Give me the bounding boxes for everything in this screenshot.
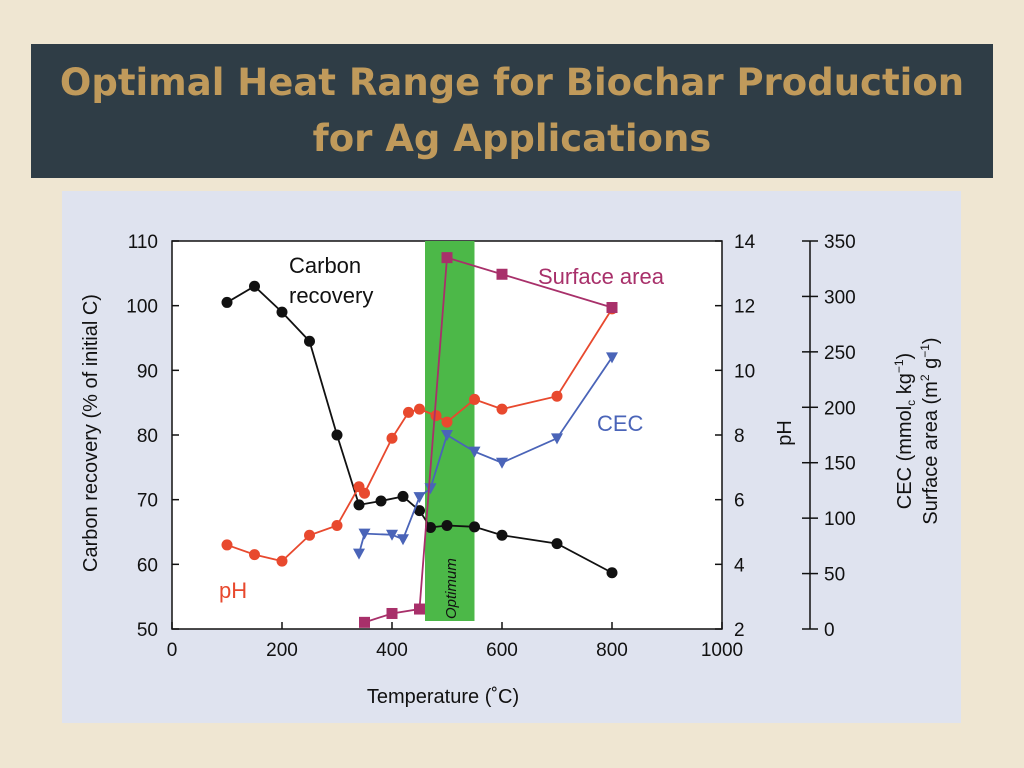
carbon-recovery-point: [249, 280, 260, 292]
carbon-recovery-point: [331, 429, 343, 441]
ph-point: [441, 416, 453, 428]
x-tick-label: 200: [266, 640, 298, 661]
carbon-recovery-point: [304, 335, 315, 347]
ph-point: [276, 555, 288, 567]
ph-point: [551, 390, 563, 402]
y-right2-tick-label: 300: [824, 287, 856, 308]
slide-title-bar: Optimal Heat Range for Biochar Productio…: [31, 44, 993, 178]
ph-point: [414, 403, 425, 415]
surface-area-point: [359, 616, 370, 628]
surface-area-point: [441, 252, 453, 264]
cec-point: [397, 534, 409, 546]
y-left-tick-label: 90: [137, 361, 158, 382]
cec-point: [386, 529, 398, 541]
y-right2-tick-label: 250: [824, 343, 856, 364]
y-right2-axis-title-line2: Surface area (m2 g−1): [918, 337, 942, 524]
ph-point: [221, 539, 233, 551]
labels-layer: Carbon recovery Surface area CEC pH Opti…: [80, 253, 942, 708]
y-right1-tick-label: 6: [734, 491, 745, 512]
y-right2-tick-label: 0: [824, 620, 835, 641]
biochar-chart: 0 200 400 600 800 100050607080901001102468101…: [80, 232, 942, 708]
ph-point: [331, 520, 343, 532]
y-right1-axis-title: pH: [774, 420, 796, 446]
cec-point: [468, 446, 481, 458]
y-left-tick-label: 50: [137, 620, 158, 641]
x-tick-label: 1000: [701, 640, 743, 661]
cec-point: [353, 548, 365, 560]
y-right2-tick-label: 150: [824, 454, 856, 475]
ph-point: [386, 432, 398, 444]
series-line-ph: [226, 308, 613, 563]
carbon-recovery-point: [353, 499, 365, 511]
series-label-surface-area: Surface area: [538, 264, 665, 289]
y-right1-tick-label: 8: [734, 426, 745, 447]
y-right1-tick-label: 12: [734, 297, 755, 318]
y-right1-tick-label: 14: [734, 232, 756, 253]
x-tick-label: 0: [167, 640, 178, 661]
series-layer: [221, 252, 618, 628]
carbon-recovery-point: [441, 520, 453, 532]
cec-point: [413, 492, 426, 504]
ph-point: [469, 393, 480, 405]
y-right1-tick-label: 10: [734, 361, 755, 382]
y-right2-tick-label: 100: [824, 509, 856, 530]
surface-area-point: [414, 603, 425, 615]
y-right1-tick-label: 2: [734, 620, 745, 641]
optimum-label: Optimum: [443, 558, 460, 619]
cec-point: [606, 352, 618, 364]
y-right2-tick-label: 50: [824, 565, 845, 586]
cec-point: [551, 433, 563, 445]
carbon-recovery-point: [425, 521, 436, 533]
carbon-recovery-point: [496, 529, 508, 541]
carbon-recovery-point: [221, 296, 233, 308]
ph-point: [403, 406, 414, 418]
carbon-recovery-point: [606, 567, 618, 579]
x-tick-label: 400: [376, 640, 408, 661]
cec-point: [358, 528, 371, 540]
series-label-ph: pH: [219, 578, 247, 603]
y-right2-tick-label: 350: [824, 232, 856, 253]
cec-point: [496, 457, 508, 469]
slide-title-line-1: Optimal Heat Range for Biochar Productio…: [59, 61, 965, 104]
y-right2-tick-label: 200: [824, 398, 856, 419]
y-left-tick-label: 70: [137, 491, 158, 512]
cec-point: [441, 430, 453, 441]
series-label-cec: CEC: [597, 411, 644, 436]
y-left-axis-title: Carbon recovery (% of initial C): [80, 294, 102, 572]
carbon-recovery-point: [551, 538, 563, 550]
y-right2-axis-title-line1: CEC (mmolc kg−1): [892, 353, 918, 509]
ph-point: [496, 403, 508, 415]
surface-area-point: [496, 268, 508, 280]
series-label-carbon-line2: recovery: [289, 283, 373, 308]
surface-area-point: [606, 302, 618, 314]
axes-layer: 0 200 400 600 800 100050607080901001102468101…: [126, 232, 855, 661]
x-axis-title: Temperature (˚C): [367, 686, 519, 708]
x-tick-label: 600: [486, 640, 518, 661]
ph-point: [359, 487, 370, 499]
slide-title-line-2: for Ag Applications: [312, 117, 712, 160]
cec-point: [424, 483, 437, 495]
chart-panel: 0 200 400 600 800 1000 50 60 70 80 90 100 110 2 4 6 8 10 1…: [62, 191, 961, 723]
carbon-recovery-point: [414, 505, 425, 517]
ph-point: [249, 549, 260, 561]
series-label-carbon-line1: Carbon: [289, 253, 361, 278]
y-left-tick-label: 60: [137, 555, 158, 576]
x-tick-label: 800: [596, 640, 628, 661]
y-left-tick-label: 100: [126, 297, 158, 318]
y-right1-tick-label: 4: [734, 555, 745, 576]
surface-area-point: [386, 607, 398, 619]
carbon-recovery-point: [375, 495, 387, 507]
y-left-tick-label: 80: [137, 426, 158, 447]
ph-point: [304, 529, 315, 541]
y-left-tick-label: 110: [128, 232, 158, 253]
ph-point: [430, 410, 442, 422]
carbon-recovery-point: [469, 521, 480, 533]
carbon-recovery-point: [397, 490, 409, 502]
carbon-recovery-point: [276, 306, 288, 318]
